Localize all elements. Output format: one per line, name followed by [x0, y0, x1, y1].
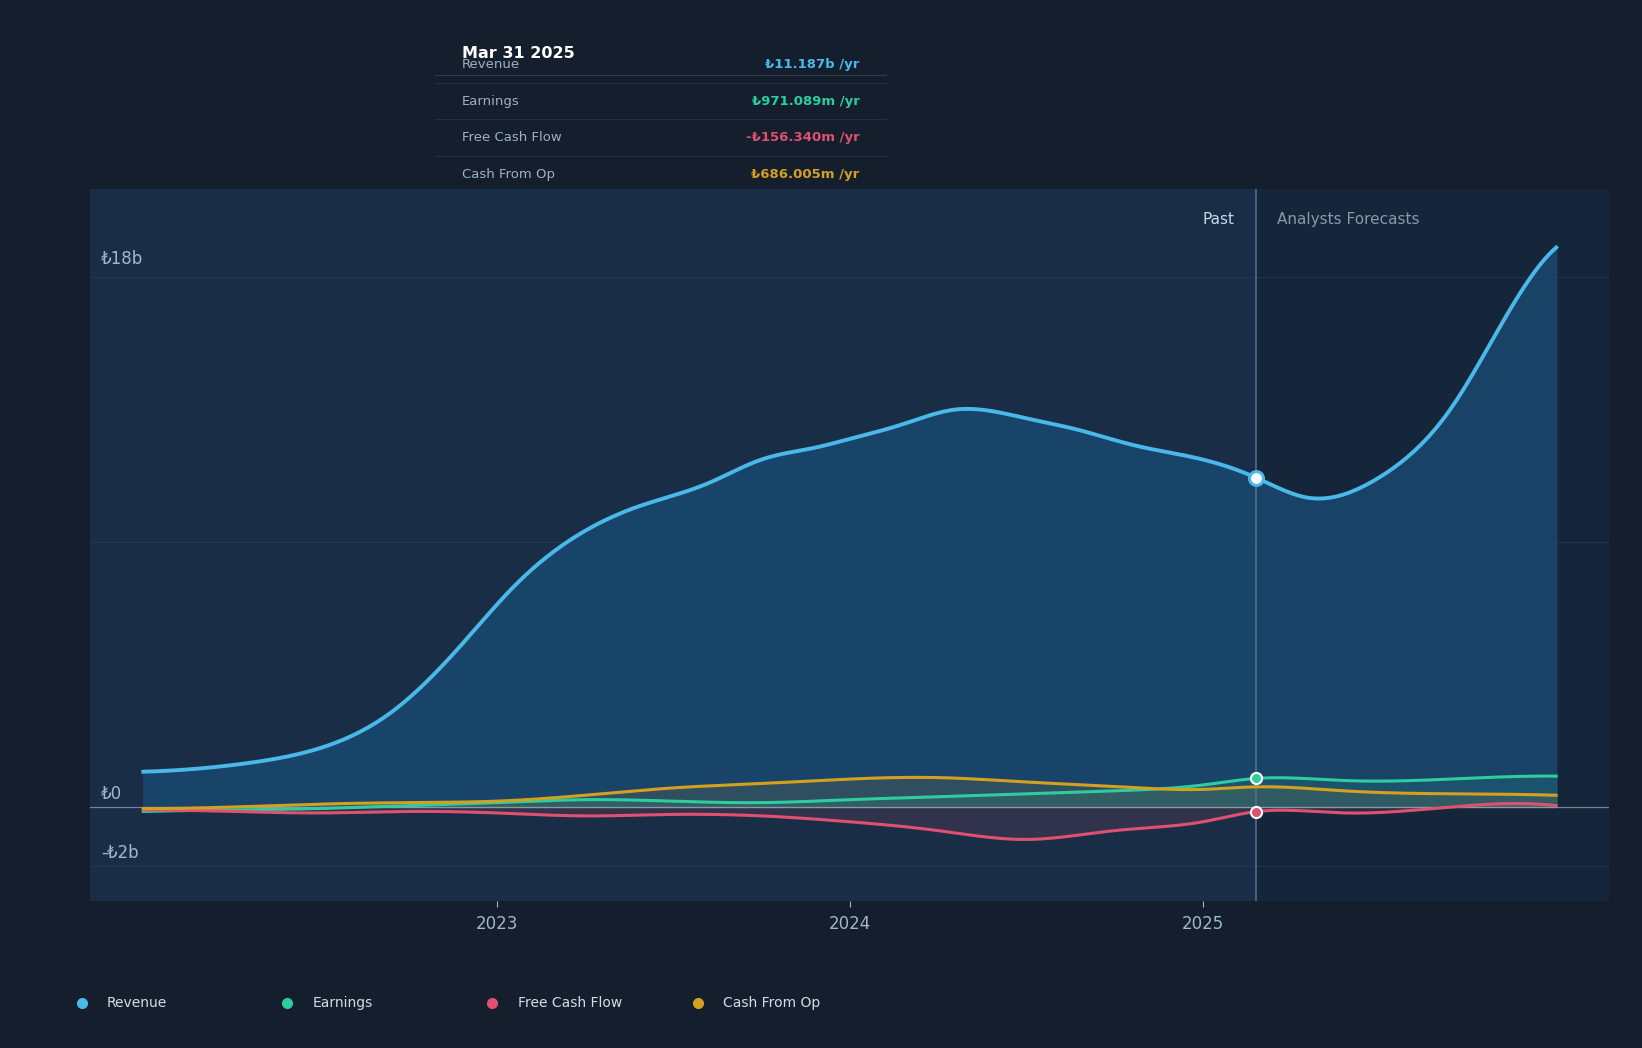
Text: Cash From Op: Cash From Op	[463, 168, 555, 181]
Bar	[90, 189, 1256, 901]
Text: Mar 31 2025: Mar 31 2025	[463, 46, 575, 61]
Text: -₺2b: -₺2b	[100, 844, 138, 861]
Text: ₺971.089m /yr: ₺971.089m /yr	[752, 94, 860, 108]
Text: Earnings: Earnings	[463, 94, 521, 108]
Text: ₺0: ₺0	[100, 785, 122, 803]
Text: ₺686.005m /yr: ₺686.005m /yr	[752, 168, 860, 181]
Text: Free Cash Flow: Free Cash Flow	[463, 131, 562, 145]
Text: Earnings: Earnings	[312, 997, 373, 1010]
Text: Revenue: Revenue	[107, 997, 167, 1010]
Text: Analysts Forecasts: Analysts Forecasts	[1277, 212, 1420, 227]
Text: ₺11.187b /yr: ₺11.187b /yr	[765, 58, 860, 71]
Text: Free Cash Flow: Free Cash Flow	[517, 997, 622, 1010]
Text: Past: Past	[1202, 212, 1235, 227]
Text: ₺18b: ₺18b	[100, 250, 143, 268]
Text: Revenue: Revenue	[463, 58, 521, 71]
Text: Cash From Op: Cash From Op	[722, 997, 819, 1010]
Text: -₺156.340m /yr: -₺156.340m /yr	[745, 131, 860, 145]
